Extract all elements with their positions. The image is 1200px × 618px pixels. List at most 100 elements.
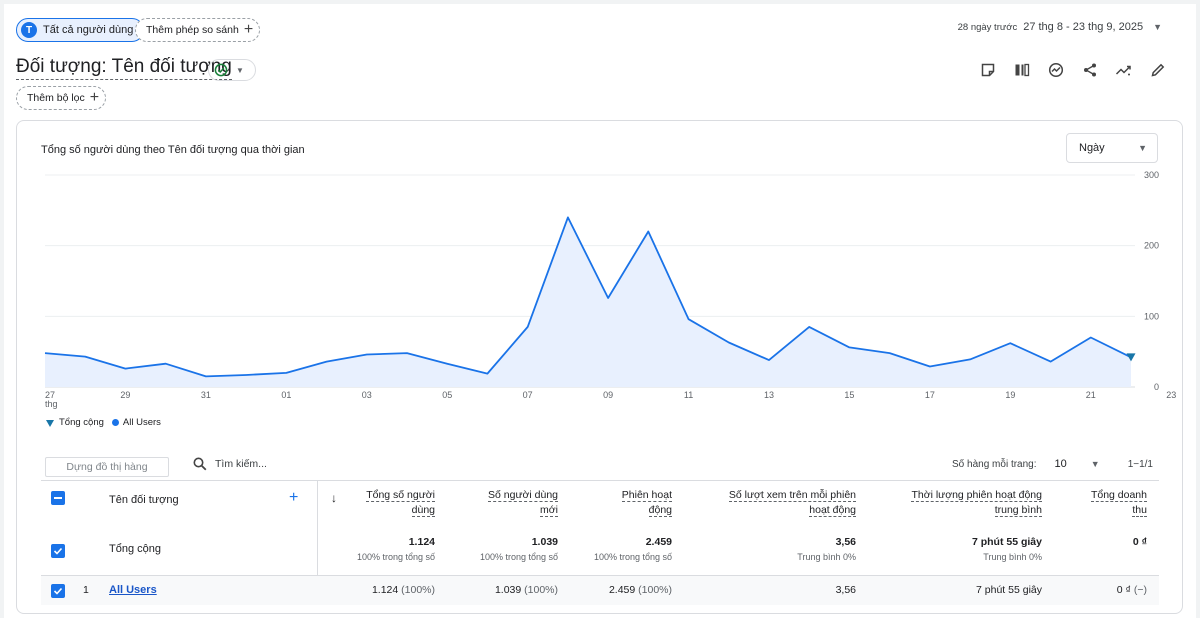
table-controls: Dựng đồ thị hàng Tìm kiếm... Số hàng mỗi… — [41, 449, 1159, 481]
report-page: T Tất cả người dùng Thêm phép so sánh + … — [4, 4, 1196, 618]
report-toolbar — [978, 60, 1168, 80]
legend-item-all-users[interactable]: All Users — [111, 417, 161, 428]
metric-header-total-revenue[interactable]: Tổng doanh thu — [1090, 489, 1147, 517]
total-cell-avg-session-duration: 7 phút 55 giây Trung bình 0% — [971, 536, 1042, 562]
chevron-down-icon: ▼ — [1138, 143, 1147, 153]
metric-header-avg-session-duration[interactable]: Thời lượng phiên hoạt động trung bình — [911, 489, 1042, 517]
rows-per-page-label: Số hàng mỗi trang: — [952, 458, 1037, 470]
add-filter-label: Thêm bộ lọc — [27, 92, 85, 104]
table-header-row: Tên đối tượng + ↓ Tổng số người dùng Số n… — [41, 481, 1159, 529]
metric-header-sessions[interactable]: Phiên hoạt động — [621, 489, 672, 517]
rows-per-page-select[interactable]: 10 — [1054, 458, 1067, 470]
total-cell-total-users: 1.124 100% trong tổng số — [356, 536, 435, 562]
total-cell-new-users: 1.039 100% trong tổng số — [479, 536, 558, 562]
add-comparison-label: Thêm phép so sánh — [146, 24, 239, 36]
series-end-marker — [1126, 353, 1136, 362]
segment-chip-label: Tất cả người dùng — [43, 24, 134, 36]
row-cell-new-users: 1.039 (100%) — [494, 584, 558, 596]
search-placeholder: Tìm kiếm... — [215, 458, 267, 470]
row-cell-sessions: 2.459 (100%) — [608, 584, 672, 596]
y-tick-label: 100 — [1144, 311, 1159, 321]
dimension-header[interactable]: Tên đối tượng — [109, 494, 179, 506]
insights-icon[interactable] — [1046, 60, 1066, 80]
data-point-marker[interactable] — [1126, 353, 1136, 362]
x-tick-label: 07 — [523, 390, 533, 400]
table-search[interactable]: Tìm kiếm... — [193, 457, 267, 471]
legend-total-label: Tổng cộng — [59, 417, 104, 428]
page-title[interactable]: Đối tượng: Tên đối tượng — [16, 56, 232, 80]
x-tick-label: 23 — [1166, 390, 1176, 400]
row-cell-total-revenue: 0 ₫ (−) — [1116, 584, 1147, 596]
x-tick-label: 15 — [844, 390, 854, 400]
chevron-down-icon: ▼ — [236, 65, 244, 75]
column-divider — [317, 481, 318, 605]
row-cell-views-per-session: 3,56 — [835, 584, 856, 596]
chart-rows-button[interactable]: Dựng đồ thị hàng — [45, 457, 169, 477]
total-cell-total-revenue: 0 ₫ — [1132, 536, 1147, 548]
y-axis-ticks: 0 100 200 300 — [1144, 170, 1159, 392]
segment-avatar: T — [21, 22, 37, 38]
series-dot-icon — [111, 419, 119, 426]
add-comparison-button[interactable]: Thêm phép so sánh + — [135, 18, 261, 42]
search-icon — [193, 457, 207, 471]
metric-header-total-users[interactable]: Tổng số người dùng — [366, 489, 435, 517]
x-tick-label: 11 — [684, 390, 693, 400]
x-tick-label: 31 — [201, 390, 211, 400]
series-line-all-users — [44, 216, 1132, 378]
x-tick-label: 17 — [925, 390, 935, 400]
granularity-value: Ngày — [1079, 142, 1105, 154]
metric-header-views-per-session[interactable]: Số lượt xem trên mỗi phiên hoạt động — [728, 489, 856, 517]
x-tick-label: 13 — [764, 390, 774, 400]
metric-header-new-users[interactable]: Số người dùng mới — [488, 489, 558, 517]
date-range-value: 27 thg 8 - 23 thg 9, 2025 — [1023, 21, 1144, 33]
rows-per-page: Số hàng mỗi trang: 10 ▼ 1−1/1 — [952, 458, 1153, 470]
y-tick-label: 0 — [1154, 382, 1159, 392]
x-tick-label: 21 — [1086, 390, 1096, 400]
edit-icon[interactable] — [1148, 60, 1168, 80]
x-tick-label: 05 — [442, 390, 452, 400]
compare-columns-icon[interactable] — [1012, 60, 1032, 80]
add-filter-button[interactable]: Thêm bộ lọc + — [16, 86, 107, 110]
x-tick-label: 27 — [45, 390, 55, 400]
add-dimension-icon[interactable]: + — [289, 489, 299, 506]
chevron-down-icon[interactable]: ▼ — [1090, 459, 1100, 469]
legend-item-total[interactable]: Tổng cộng — [45, 417, 104, 428]
segment-chip-all-users[interactable]: T Tất cả người dùng — [16, 18, 145, 42]
legend-series-label: All Users — [122, 417, 161, 428]
report-status-dropdown[interactable]: ▼ — [208, 59, 256, 81]
granularity-select[interactable]: Ngày ▼ — [1066, 133, 1158, 163]
x-axis-ticks: 27 29 31 01 03 05 07 09 11 13 15 17 19 21 23 thg — [45, 390, 1176, 409]
plus-icon: + — [89, 89, 100, 106]
chart-title: Tổng số người dùng theo Tên đối tượng qu… — [41, 144, 305, 156]
x-tick-label: 01 — [281, 390, 291, 400]
select-all-checkbox[interactable] — [51, 491, 65, 505]
sort-desc-icon[interactable]: ↓ — [331, 491, 337, 505]
date-preset-label: 28 ngày trước — [957, 21, 1018, 33]
y-tick-label: 200 — [1144, 241, 1159, 251]
x-tick-sublabel: thg — [45, 399, 58, 409]
row-cell-avg-session-duration: 7 phút 55 giây — [976, 584, 1042, 596]
data-table: Tên đối tượng + ↓ Tổng số người dùng Số n… — [41, 481, 1159, 605]
plus-icon: + — [243, 21, 254, 38]
row-checkbox[interactable] — [51, 584, 65, 598]
pagination-label: 1−1/1 — [1127, 458, 1153, 470]
x-tick-label: 29 — [120, 390, 130, 400]
share-icon[interactable] — [1080, 60, 1100, 80]
note-icon[interactable] — [978, 60, 998, 80]
row-dimension-link[interactable]: All Users — [109, 584, 157, 596]
total-cell-views-per-session: 3,56 Trung bình 0% — [797, 536, 856, 562]
date-range-picker[interactable]: 28 ngày trước 27 thg 8 - 23 thg 9, 2025 … — [958, 21, 1162, 33]
total-cell-sessions: 2.459 100% trong tổng số — [593, 536, 672, 562]
trend-icon[interactable] — [1114, 60, 1134, 80]
totals-checkbox[interactable] — [51, 544, 65, 558]
x-tick-label: 09 — [603, 390, 613, 400]
x-tick-label: 19 — [1005, 390, 1015, 400]
total-marker-icon — [46, 419, 54, 427]
series-area — [45, 217, 1131, 387]
y-tick-label: 300 — [1144, 170, 1159, 180]
chart-legend: Tổng cộng All Users — [45, 417, 169, 428]
totals-label: Tổng cộng — [109, 543, 161, 555]
x-tick-label: 03 — [362, 390, 372, 400]
report-card: Tổng số người dùng theo Tên đối tượng qu… — [16, 120, 1183, 614]
